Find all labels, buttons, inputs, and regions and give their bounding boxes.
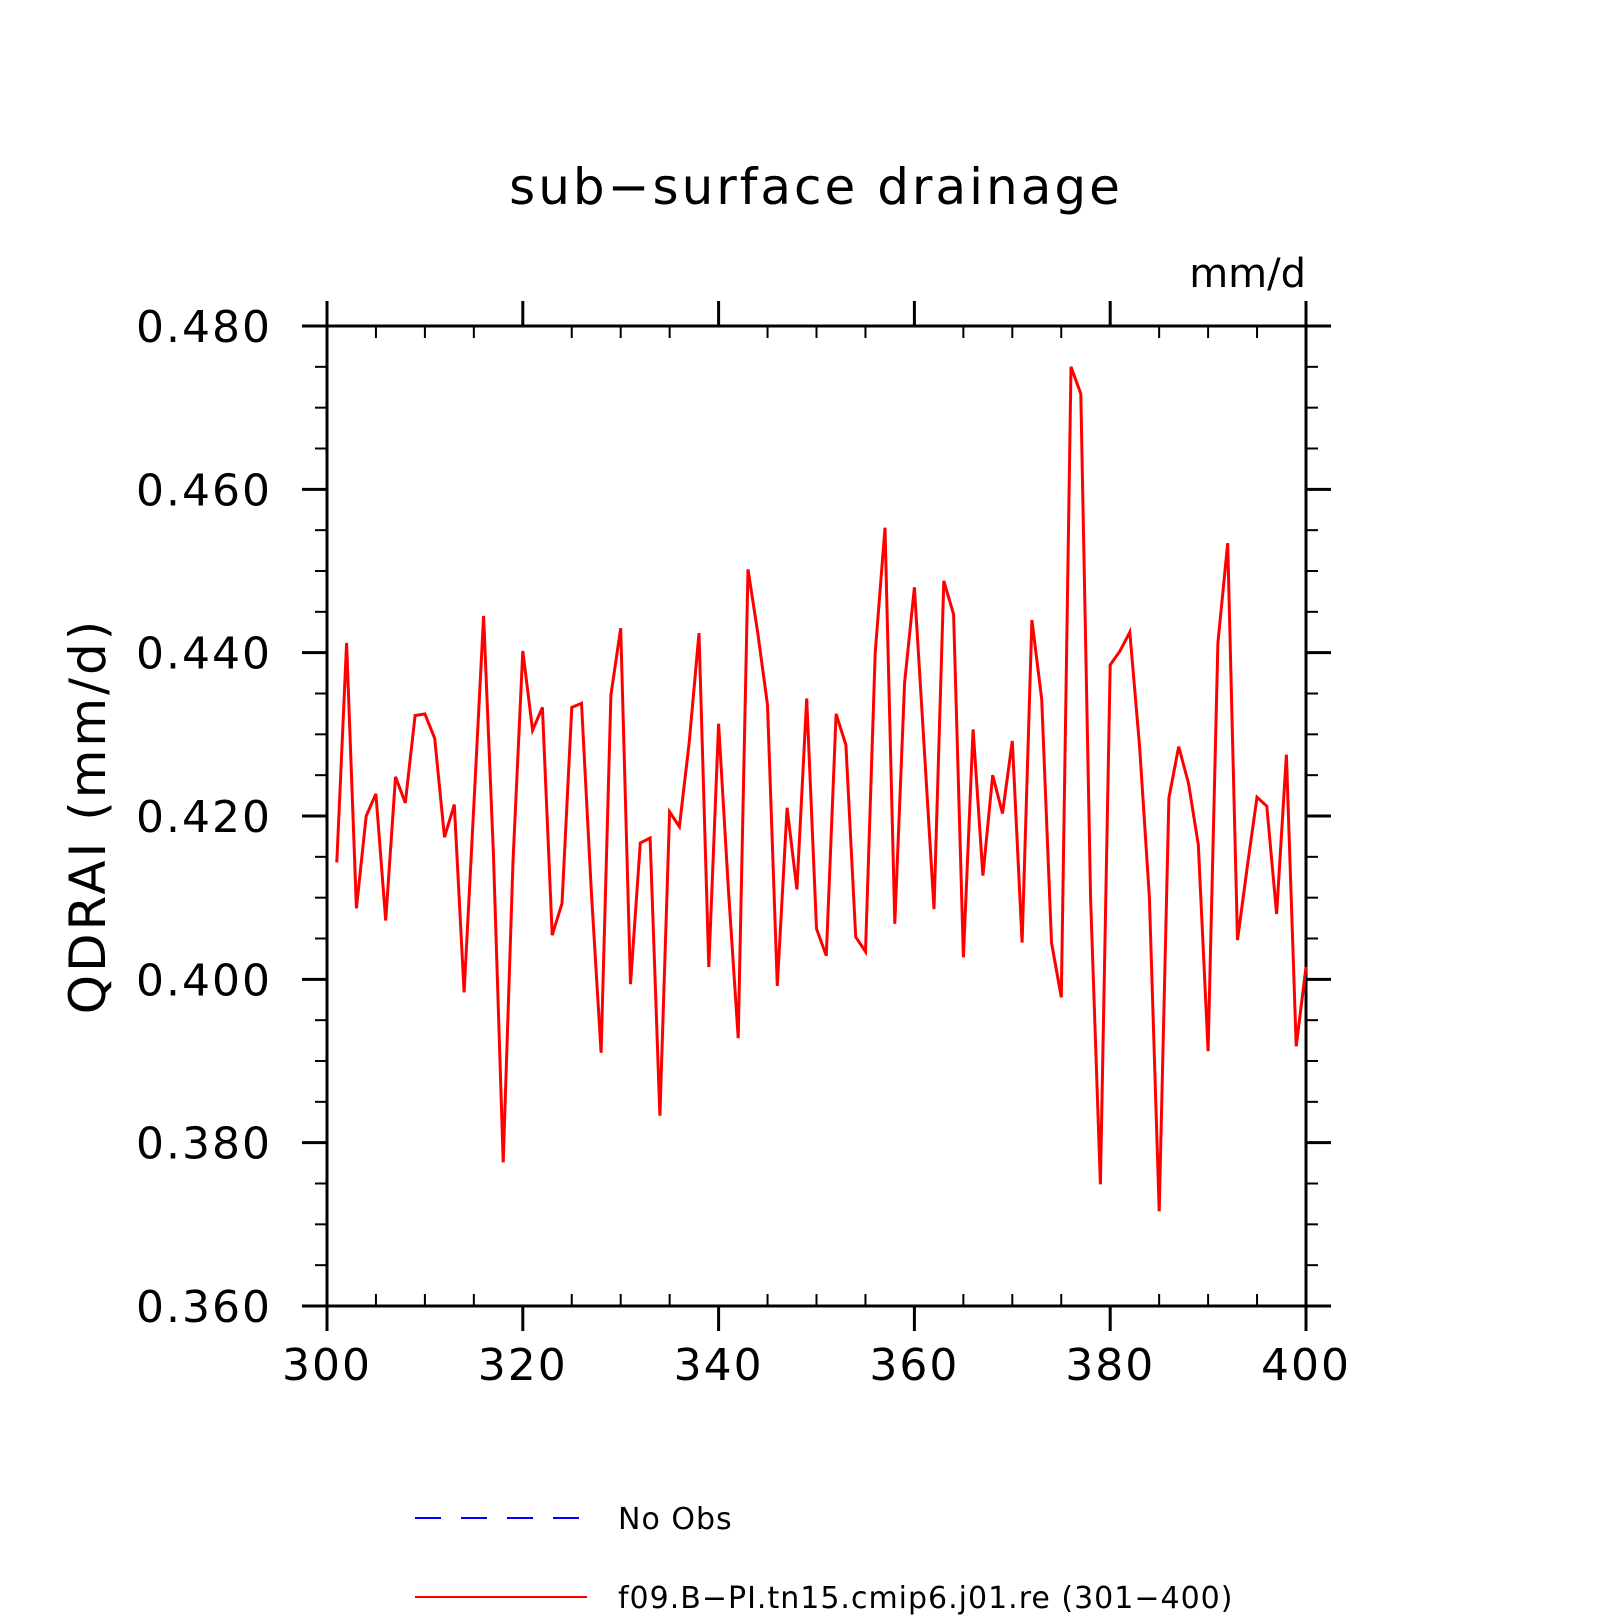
y-tick-label: 0.480	[136, 302, 272, 353]
y-tick-label: 0.460	[136, 465, 272, 516]
x-tick-label: 360	[869, 1340, 959, 1391]
chart-title: sub−surface drainage	[509, 158, 1123, 216]
plot-area	[335, 366, 1308, 1212]
series-line	[335, 366, 1308, 1212]
axes: 300 320 340 360 380 400 0.360 0.380 0.400 0.420 0.…	[136, 301, 1351, 1391]
y-tick-label: 0.420	[136, 792, 272, 843]
units-label: mm/d	[1189, 251, 1306, 297]
x-tick-label: 320	[478, 1340, 568, 1391]
legend-label: No Obs	[618, 1502, 733, 1537]
y-tick-label: 0.440	[136, 629, 272, 680]
y-tick-label: 0.380	[136, 1119, 272, 1170]
x-tick-label: 400	[1261, 1340, 1351, 1391]
x-tick-label: 340	[674, 1340, 764, 1391]
legend: No Obs f09.B−PI.tn15.cmip6.j01.re (301−40…	[415, 1502, 1233, 1616]
y-axis-label: QDRAI (mm/d)	[59, 618, 117, 1014]
y-tick-label: 0.400	[136, 955, 272, 1006]
x-tick-label: 380	[1065, 1340, 1155, 1391]
y-tick-label: 0.360	[136, 1282, 272, 1333]
x-tick-label: 300	[282, 1340, 372, 1391]
legend-label: f09.B−PI.tn15.cmip6.j01.re (301−400)	[618, 1581, 1233, 1616]
